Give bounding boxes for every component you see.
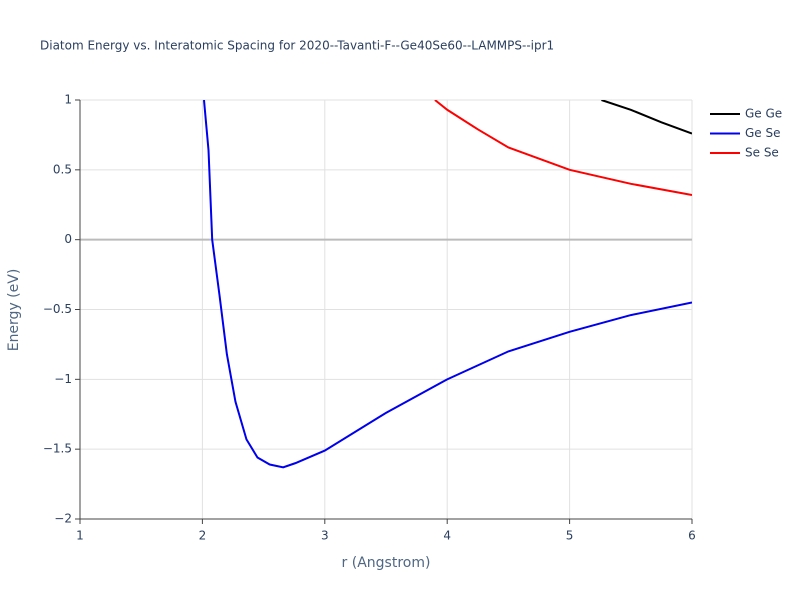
grid: 1 2 3 4 5 6 −2 −1.5 −1 −0.5 0 0.5 1 bbox=[43, 93, 696, 543]
legend-label: Se Se bbox=[745, 146, 779, 160]
series-line bbox=[202, 100, 692, 469]
series-line bbox=[434, 100, 692, 196]
x-tick-label: 1 bbox=[76, 529, 84, 543]
y-tick-label: 0 bbox=[64, 232, 72, 246]
y-tick-label: −0.5 bbox=[43, 302, 72, 316]
x-tick-label: 5 bbox=[566, 529, 574, 543]
y-tick-label: 1 bbox=[64, 93, 72, 107]
y-tick-label: −1 bbox=[54, 372, 72, 386]
legend: Ge Ge Ge Se Se Se bbox=[710, 107, 782, 160]
chart-title: Diatom Energy vs. Interatomic Spacing fo… bbox=[40, 39, 554, 53]
y-axis-title: Energy (eV) bbox=[6, 269, 22, 352]
y-tick-label: −1.5 bbox=[43, 442, 72, 456]
x-tick-label: 2 bbox=[199, 529, 207, 543]
plot-area bbox=[202, 100, 692, 469]
x-tick-label: 3 bbox=[321, 529, 329, 543]
series-line bbox=[601, 100, 692, 135]
y-tick-label: 0.5 bbox=[53, 162, 72, 176]
legend-label: Ge Se bbox=[745, 126, 781, 140]
x-axis-title: r (Angstrom) bbox=[342, 555, 431, 571]
y-tick-label: −2 bbox=[54, 512, 72, 526]
x-tick-label: 4 bbox=[443, 529, 451, 543]
x-tick-label: 6 bbox=[688, 529, 696, 543]
legend-label: Ge Ge bbox=[745, 107, 782, 121]
